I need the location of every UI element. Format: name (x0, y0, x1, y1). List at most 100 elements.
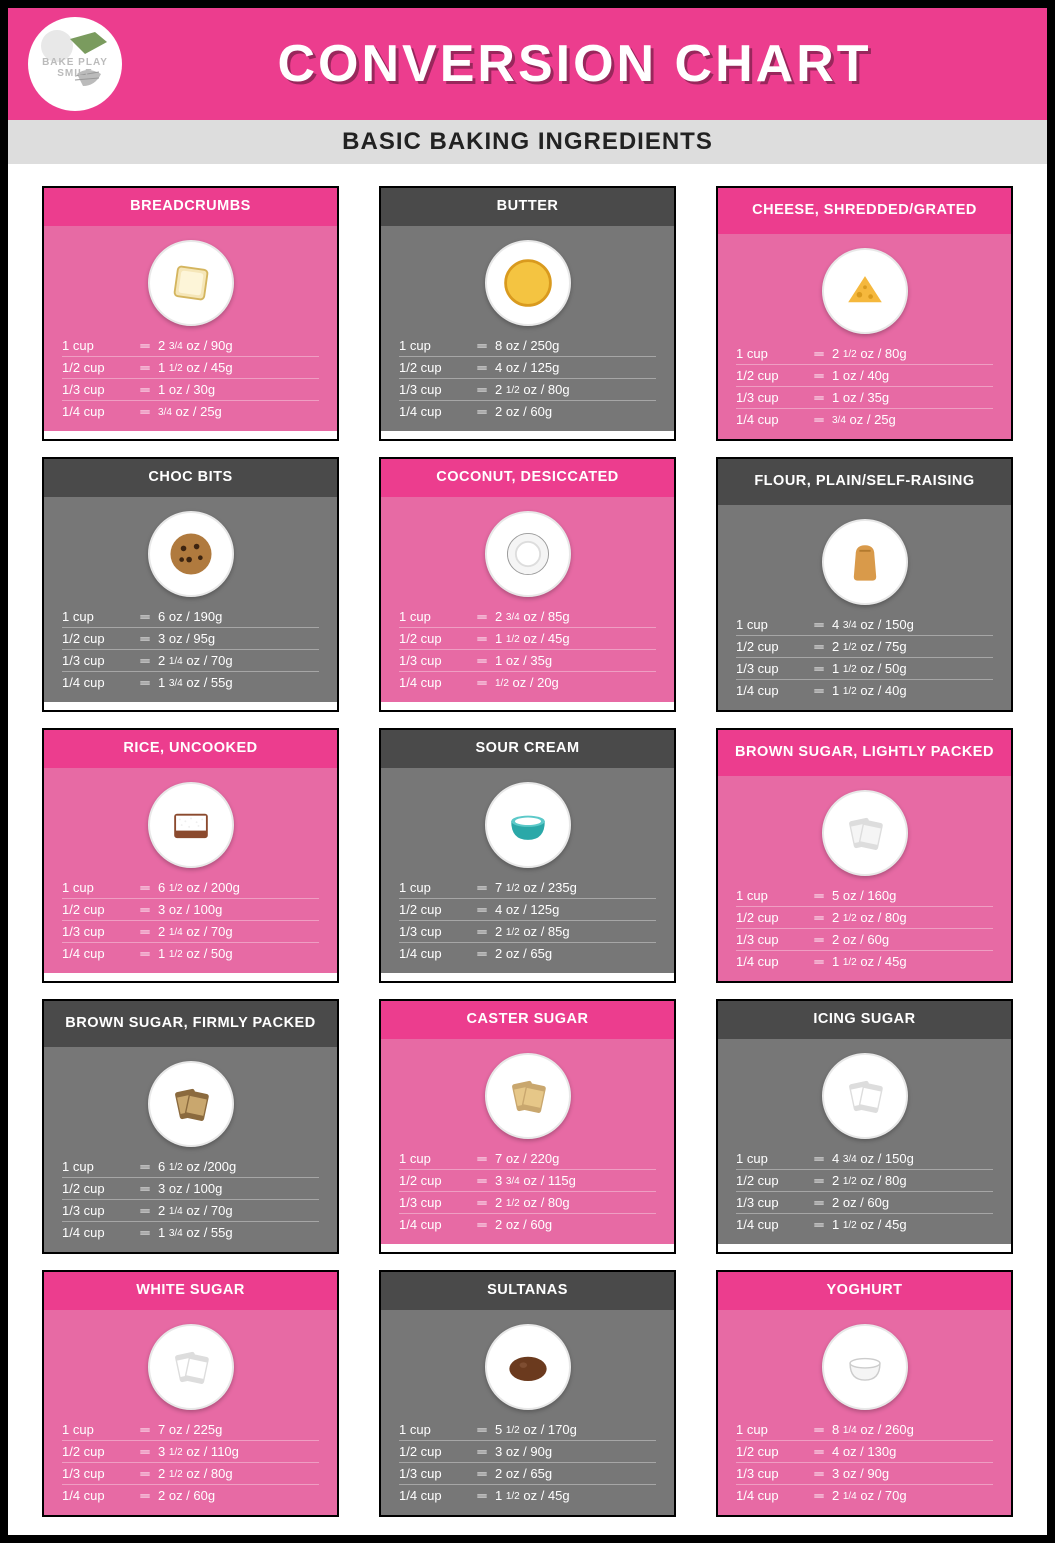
cup-measure: 1/4 cup (399, 946, 467, 961)
conversion-row: 1/3 cup═1 1/2 oz / 50g (732, 659, 997, 678)
subtitle: BASIC BAKING INGREDIENTS (8, 128, 1047, 156)
conversion-row: 1/4 cup═3/4 oz / 25g (58, 402, 323, 421)
ingredient-card: BREADCRUMBS1 cup═2 3/4 oz / 90g1/2 cup═1… (42, 186, 339, 441)
cup-measure: 1 cup (399, 1422, 467, 1437)
cup-measure: 1/4 cup (736, 1217, 804, 1232)
card-title: SULTANAS (381, 1272, 674, 1310)
row-separator (736, 635, 993, 636)
weight-value: 2 1/2 oz / 75g (832, 639, 993, 654)
conversion-row: 1/4 cup═2 oz / 65g (395, 944, 660, 963)
weight-value: 1 1/2 oz / 50g (158, 946, 319, 961)
cup-measure: 1/4 cup (736, 683, 804, 698)
conversion-row: 1 cup═2 1/2 oz / 80g (732, 344, 997, 363)
row-separator (399, 942, 656, 943)
conversion-row: 1/3 cup═2 oz / 60g (732, 930, 997, 949)
cup-measure: 1/3 cup (736, 932, 804, 947)
equals-symbol: ═ (130, 360, 158, 375)
equals-symbol: ═ (804, 683, 832, 698)
ingredient-card: FLOUR, PLAIN/SELF-RAISING1 cup═4 3/4 oz … (716, 457, 1013, 712)
card-title: ICING SUGAR (718, 1001, 1011, 1039)
weight-value: 2 3/4 oz / 90g (158, 338, 319, 353)
cup-measure: 1/4 cup (62, 1225, 130, 1240)
butter-icon (485, 240, 571, 326)
equals-symbol: ═ (467, 1151, 495, 1166)
weight-value: 5 oz / 160g (832, 888, 993, 903)
weight-value: 8 1/4 oz / 260g (832, 1422, 993, 1437)
cup-measure: 1/2 cup (62, 631, 130, 646)
conversion-row: 1/4 cup═3/4 oz / 25g (732, 410, 997, 429)
cup-measure: 1/3 cup (62, 653, 130, 668)
equals-symbol: ═ (804, 1195, 832, 1210)
cup-measure: 1 cup (399, 338, 467, 353)
equals-symbol: ═ (804, 1488, 832, 1503)
weight-value: 2 1/2 oz / 80g (832, 910, 993, 925)
page: BAKE PLAY SMILE CONVERSION CHART BASIC B… (0, 0, 1055, 1543)
weight-value: 6 oz / 190g (158, 609, 319, 624)
equals-symbol: ═ (804, 910, 832, 925)
weight-value: 3 oz / 100g (158, 1181, 319, 1196)
conversion-row: 1/2 cup═2 1/2 oz / 80g (732, 1171, 997, 1190)
card-title: BREADCRUMBS (44, 188, 337, 226)
card-body: 1 cup═6 1/2 oz /200g1/2 cup═3 oz / 100g1… (44, 1047, 337, 1252)
weight-value: 7 1/2 oz / 235g (495, 880, 656, 895)
card-title: RICE, UNCOOKED (44, 730, 337, 768)
conversion-row: 1/3 cup═2 1/2 oz / 80g (58, 1464, 323, 1483)
ingredient-card: YOGHURT1 cup═8 1/4 oz / 260g1/2 cup═4 oz… (716, 1270, 1013, 1517)
card-title: YOGHURT (718, 1272, 1011, 1310)
row-separator (736, 1484, 993, 1485)
equals-symbol: ═ (467, 1466, 495, 1481)
row-separator (62, 942, 319, 943)
weight-value: 3 oz / 100g (158, 902, 319, 917)
card-body: 1 cup═6 oz / 190g1/2 cup═3 oz / 95g1/3 c… (44, 497, 337, 702)
weight-value: 2 1/2 oz / 80g (495, 1195, 656, 1210)
weight-value: 2 1/4 oz / 70g (832, 1488, 993, 1503)
row-separator (399, 1169, 656, 1170)
conversion-row: 1/3 cup═1 oz / 30g (58, 380, 323, 399)
cup-measure: 1/2 cup (736, 1173, 804, 1188)
weight-value: 1 1/2 oz / 40g (832, 683, 993, 698)
weight-value: 3 3/4 oz / 115g (495, 1173, 656, 1188)
card-body: 1 cup═4 3/4 oz / 150g1/2 cup═2 1/2 oz / … (718, 505, 1011, 710)
conversion-row: 1/4 cup═1 1/2 oz / 45g (395, 1486, 660, 1505)
row-separator (399, 898, 656, 899)
weight-value: 2 oz / 60g (158, 1488, 319, 1503)
cup-measure: 1 cup (736, 1151, 804, 1166)
ingredient-card: WHITE SUGAR1 cup═7 oz / 225g1/2 cup═3 1/… (42, 1270, 339, 1517)
conversion-row: 1 cup═6 1/2 oz /200g (58, 1157, 323, 1176)
equals-symbol: ═ (467, 946, 495, 961)
row-separator (399, 920, 656, 921)
equals-symbol: ═ (467, 880, 495, 895)
row-separator (399, 671, 656, 672)
conversion-row: 1 cup═2 3/4 oz / 85g (395, 607, 660, 626)
cup-measure: 1 cup (62, 1159, 130, 1174)
equals-symbol: ═ (130, 382, 158, 397)
coconut-icon (485, 511, 571, 597)
cup-measure: 1/2 cup (399, 1444, 467, 1459)
equals-symbol: ═ (130, 880, 158, 895)
cup-measure: 1 cup (736, 1422, 804, 1437)
cup-measure: 1/3 cup (399, 653, 467, 668)
bowl-icon (485, 782, 571, 868)
row-separator (62, 1462, 319, 1463)
equals-symbol: ═ (130, 653, 158, 668)
cup-measure: 1/3 cup (736, 390, 804, 405)
equals-symbol: ═ (804, 617, 832, 632)
cup-measure: 1 cup (399, 880, 467, 895)
conversion-row: 1/4 cup═1 3/4 oz / 55g (58, 1223, 323, 1242)
equals-symbol: ═ (130, 338, 158, 353)
card-grid: BREADCRUMBS1 cup═2 3/4 oz / 90g1/2 cup═1… (8, 164, 1047, 1535)
cup-measure: 1/4 cup (62, 946, 130, 961)
main-title: CONVERSION CHART (122, 34, 1027, 94)
row-separator (62, 627, 319, 628)
conversion-row: 1/3 cup═1 oz / 35g (732, 388, 997, 407)
ingredient-card: BUTTER1 cup═8 oz / 250g1/2 cup═4 oz / 12… (379, 186, 676, 441)
conversion-row: 1/4 cup═1 1/2 oz / 40g (732, 681, 997, 700)
yoghurt-icon (822, 1324, 908, 1410)
row-separator (736, 1191, 993, 1192)
row-separator (736, 1462, 993, 1463)
weight-value: 2 1/2 oz / 80g (832, 346, 993, 361)
row-separator (736, 950, 993, 951)
card-title: BROWN SUGAR, FIRMLY PACKED (44, 1001, 337, 1047)
cup-measure: 1/2 cup (399, 631, 467, 646)
cup-measure: 1/2 cup (736, 1444, 804, 1459)
